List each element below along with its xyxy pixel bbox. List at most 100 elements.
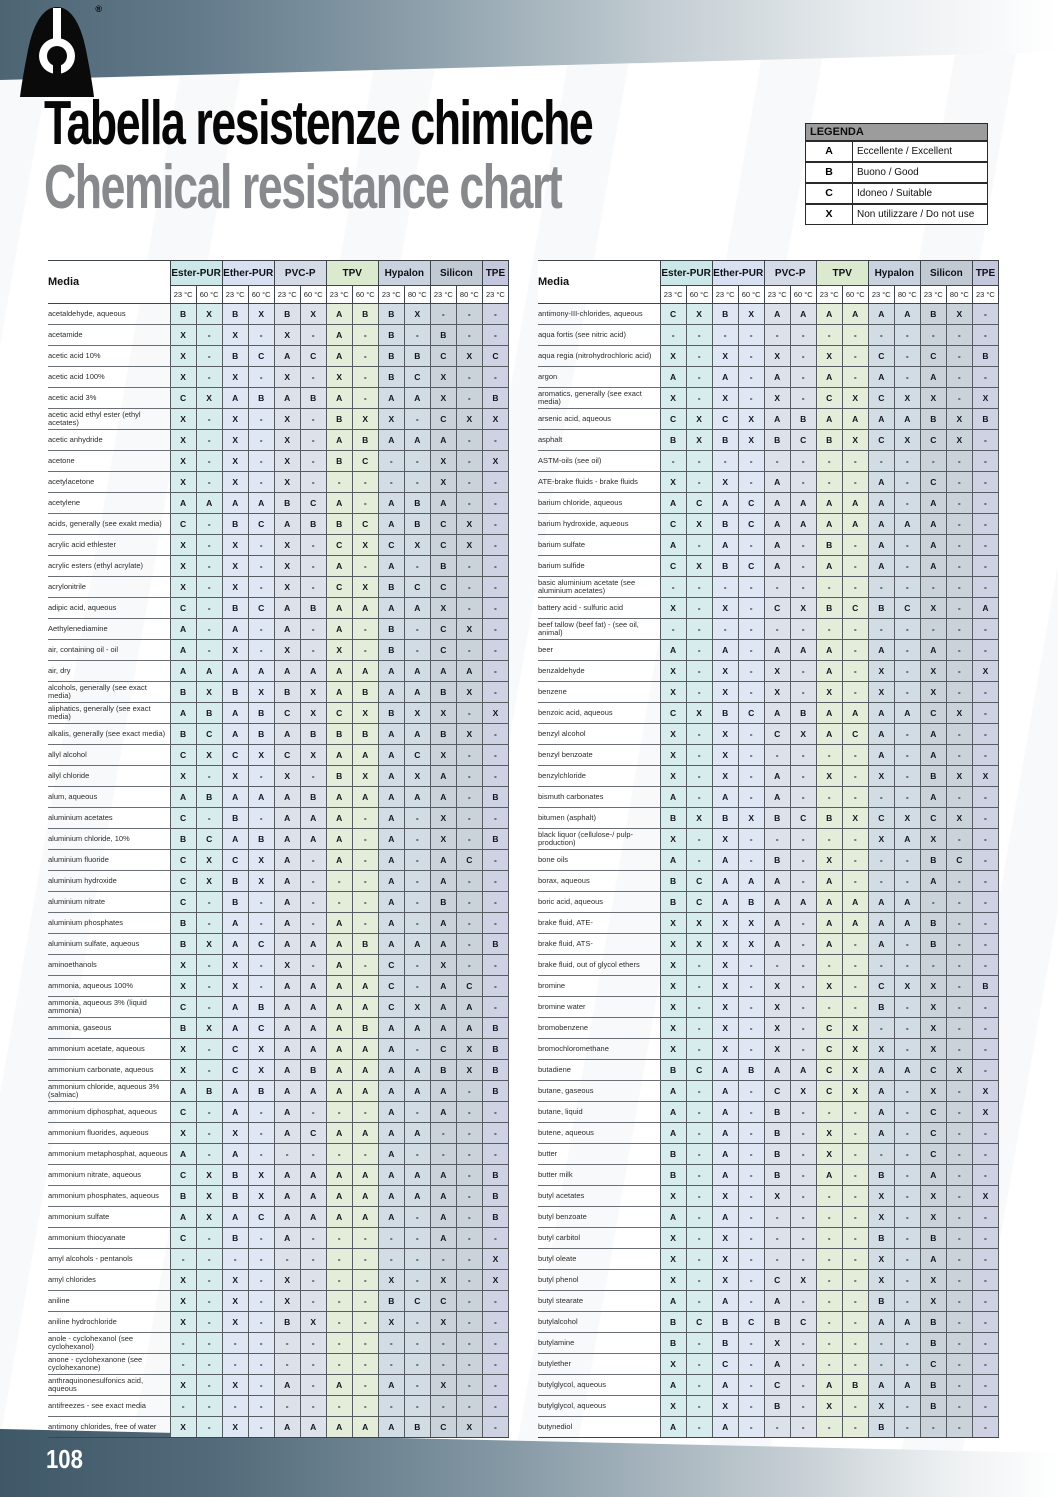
- rating-cell: B: [481, 1017, 510, 1039]
- rating-cell: -: [737, 471, 765, 493]
- rating-cell: B: [351, 429, 379, 451]
- rating-cell: X: [429, 828, 457, 850]
- rating-cell: -: [867, 954, 895, 976]
- rating-cell: -: [737, 1374, 765, 1396]
- rating-cell: A: [325, 429, 353, 451]
- legend-code: B: [806, 163, 853, 182]
- rating-cell: -: [945, 1122, 973, 1144]
- rating-cell: X: [481, 408, 510, 430]
- rating-cell: A: [169, 702, 197, 724]
- rating-cell: -: [971, 912, 1000, 934]
- rating-cell: -: [893, 1143, 921, 1165]
- rating-cell: -: [195, 597, 223, 619]
- rating-cell: C: [221, 849, 249, 871]
- rating-cell: C: [221, 1038, 249, 1060]
- rating-cell: -: [685, 387, 713, 409]
- rating-cell: X: [763, 345, 791, 367]
- rating-cell: -: [971, 1353, 1000, 1375]
- rating-cell: A: [763, 513, 791, 535]
- rating-cell: X: [481, 702, 510, 724]
- media-cell: butylglycol, aqueous: [538, 1374, 661, 1396]
- media-cell: ammonium phosphates, aqueous: [48, 1185, 171, 1207]
- rating-cell: B: [659, 1311, 687, 1333]
- rating-cell: B: [377, 366, 405, 388]
- temperature-header: 23 °C: [429, 285, 457, 304]
- rating-cell: A: [659, 1206, 687, 1228]
- table-row: aluminium phosphates B - A - A - A - A - A - -: [48, 912, 510, 934]
- rating-cell: -: [815, 576, 843, 598]
- rating-cell: A: [221, 1206, 249, 1228]
- rating-cell: -: [481, 576, 510, 598]
- rating-cell: -: [455, 450, 483, 472]
- rating-cell: -: [789, 975, 817, 997]
- table-row: ammonium thiocyanate C - B - A - - - - - A - -: [48, 1227, 510, 1249]
- rating-cell: C: [711, 1353, 739, 1375]
- rating-cell: -: [893, 786, 921, 808]
- rating-cell: -: [685, 534, 713, 556]
- rating-cell: A: [195, 660, 223, 682]
- rating-cell: -: [893, 1395, 921, 1417]
- rating-cell: -: [815, 996, 843, 1018]
- rating-cell: -: [455, 366, 483, 388]
- rating-cell: -: [659, 324, 687, 346]
- legend-label: Eccellente / Excellent: [857, 146, 953, 157]
- rating-cell: A: [659, 1122, 687, 1144]
- rating-cell: A: [221, 1143, 249, 1165]
- table-row: benzyl alcohol X - X - C X A C A - A - -: [538, 723, 1000, 745]
- left-chemical-table: Media Ester-PUR Ether-PUR PVC-P TPV Hypalon Si…: [48, 260, 510, 1438]
- rating-cell: A: [815, 513, 843, 535]
- rating-cell: X: [685, 429, 713, 451]
- rating-cell: C: [919, 429, 947, 451]
- rating-cell: B: [711, 1332, 739, 1354]
- rating-cell: A: [711, 1059, 739, 1081]
- rating-cell: B: [299, 597, 327, 619]
- rating-cell: A: [867, 513, 895, 535]
- rating-cell: -: [169, 1395, 197, 1417]
- rating-cell: -: [403, 954, 431, 976]
- rating-cell: A: [867, 1311, 895, 1333]
- rating-cell: X: [169, 1290, 197, 1312]
- rating-cell: -: [893, 1332, 921, 1354]
- rating-cell: A: [403, 933, 431, 955]
- rating-cell: X: [659, 1353, 687, 1375]
- rating-cell: X: [195, 1206, 223, 1228]
- rating-cell: A: [867, 534, 895, 556]
- rating-cell: -: [247, 912, 275, 934]
- rating-cell: -: [481, 1227, 510, 1249]
- rating-cell: B: [195, 1080, 223, 1102]
- rating-cell: -: [351, 807, 379, 829]
- rating-cell: -: [737, 1185, 765, 1207]
- rating-cell: B: [403, 1416, 431, 1438]
- rating-cell: -: [945, 492, 973, 514]
- table-row: acetaldehyde, aqueous B X B X B X A B B X - - -: [48, 303, 510, 325]
- rating-cell: C: [247, 933, 275, 955]
- table-row: battery acid - sulfuric acid X - X - C X B C B C X -…: [538, 597, 1000, 619]
- rating-cell: X: [971, 1101, 1000, 1123]
- rating-cell: C: [247, 597, 275, 619]
- rating-cell: -: [351, 366, 379, 388]
- rating-cell: X: [945, 702, 973, 724]
- media-cell: benzylchloride: [538, 765, 661, 787]
- rating-cell: B: [377, 702, 405, 724]
- rating-cell: A: [867, 1059, 895, 1081]
- rating-cell: C: [351, 450, 379, 472]
- rating-cell: -: [737, 1122, 765, 1144]
- media-cell: butane, liquid: [538, 1101, 661, 1123]
- rating-cell: A: [711, 1143, 739, 1165]
- rating-cell: -: [867, 576, 895, 598]
- rating-cell: -: [299, 1353, 327, 1375]
- rating-cell: B: [711, 702, 739, 724]
- rating-cell: A: [273, 933, 301, 955]
- rating-cell: X: [763, 1185, 791, 1207]
- table-row: basic aluminium acetate (see aluminium a…: [538, 576, 1000, 598]
- rating-cell: -: [841, 1416, 869, 1438]
- rating-cell: B: [403, 492, 431, 514]
- rating-cell: A: [867, 408, 895, 430]
- rating-cell: A: [273, 513, 301, 535]
- rating-cell: B: [763, 1143, 791, 1165]
- table-row: benzaldehyde X - X - X - A - X - X - X: [538, 660, 1000, 682]
- rating-cell: -: [737, 639, 765, 661]
- rating-cell: A: [763, 555, 791, 577]
- rating-cell: B: [763, 1101, 791, 1123]
- rating-cell: -: [195, 1290, 223, 1312]
